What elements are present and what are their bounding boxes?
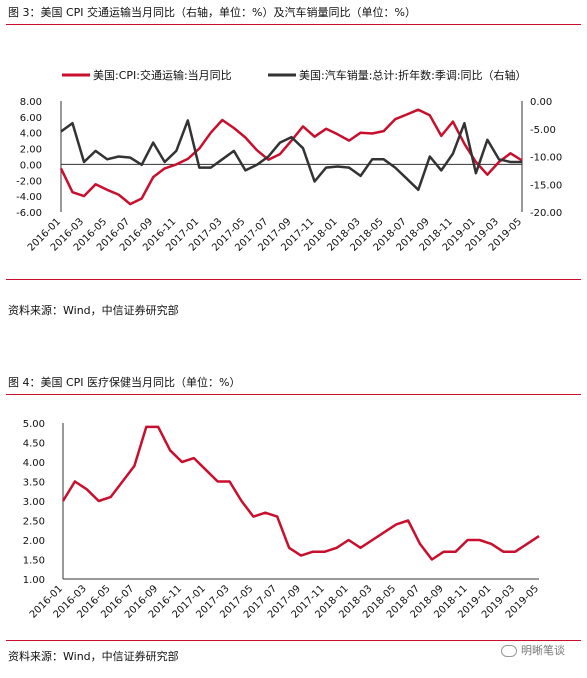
figure2-bottom-rule xyxy=(6,640,581,641)
chart1: 美国:CPI:交通运输:当月同比 美国:汽车销量:总计:折年数:季调:同比（右轴）… xyxy=(16,68,562,254)
legend-label-auto-sales: 美国:汽车销量:总计:折年数:季调:同比（右轴） xyxy=(299,68,527,82)
watermark: 明晰笔谈 xyxy=(501,642,565,658)
figure2-top-rule xyxy=(6,394,581,395)
y-left-tick-label: 0.00 xyxy=(20,160,42,171)
y-tick-label: 3.50 xyxy=(23,478,45,489)
legend-label-transport: 美国:CPI:交通运输:当月同比 xyxy=(93,68,232,82)
figure1-top-rule xyxy=(6,24,581,25)
series-line-transport-cpi xyxy=(59,108,523,206)
y-left-tick-label: -4.00 xyxy=(16,192,42,203)
y-right-tick-label: -10.00 xyxy=(530,153,562,164)
y-tick-label: 1.50 xyxy=(23,556,45,567)
figure1-source: 资料来源：Wind，中信证券研究部 xyxy=(8,304,179,317)
figure1-bottom-rule xyxy=(6,279,581,280)
series-line-auto-sales xyxy=(60,119,522,192)
figure1-title: 图 3：美国 CPI 交通运输当月同比（右轴，单位：%）及汽车销量同比（单位：%… xyxy=(8,6,416,19)
y-tick-label: 2.00 xyxy=(23,536,45,547)
y-right-tick-label: 0.00 xyxy=(530,97,552,108)
y-left-tick-label: -6.00 xyxy=(16,208,42,219)
y-tick-label: 1.00 xyxy=(23,575,45,586)
y-left-tick-label: 6.00 xyxy=(20,113,42,124)
y-tick-label: 5.00 xyxy=(23,419,45,430)
series-line-healthcare-cpi xyxy=(61,425,540,561)
y-right-tick-label: -15.00 xyxy=(530,180,562,191)
y-right-tick-label: -20.00 xyxy=(530,208,562,219)
chart2: 5.004.504.003.503.002.502.001.501.002016… xyxy=(23,419,541,621)
y-tick-label: 4.00 xyxy=(23,458,45,469)
figure2-title: 图 4：美国 CPI 医疗保健当月同比（单位：%） xyxy=(8,376,241,389)
y-left-tick-label: 8.00 xyxy=(20,97,42,108)
y-tick-label: 2.50 xyxy=(23,517,45,528)
wechat-icon xyxy=(501,645,517,657)
y-tick-label: 4.50 xyxy=(23,439,45,450)
y-tick-label: 3.00 xyxy=(23,497,45,508)
y-left-tick-label: 4.00 xyxy=(20,129,42,140)
y-left-tick-label: -2.00 xyxy=(16,176,42,187)
y-left-tick-label: 2.00 xyxy=(20,145,42,156)
figure2-source: 资料来源：Wind，中信证券研究部 xyxy=(8,650,179,663)
watermark-text: 明晰笔谈 xyxy=(521,644,565,657)
y-right-tick-label: -5.00 xyxy=(530,125,556,136)
